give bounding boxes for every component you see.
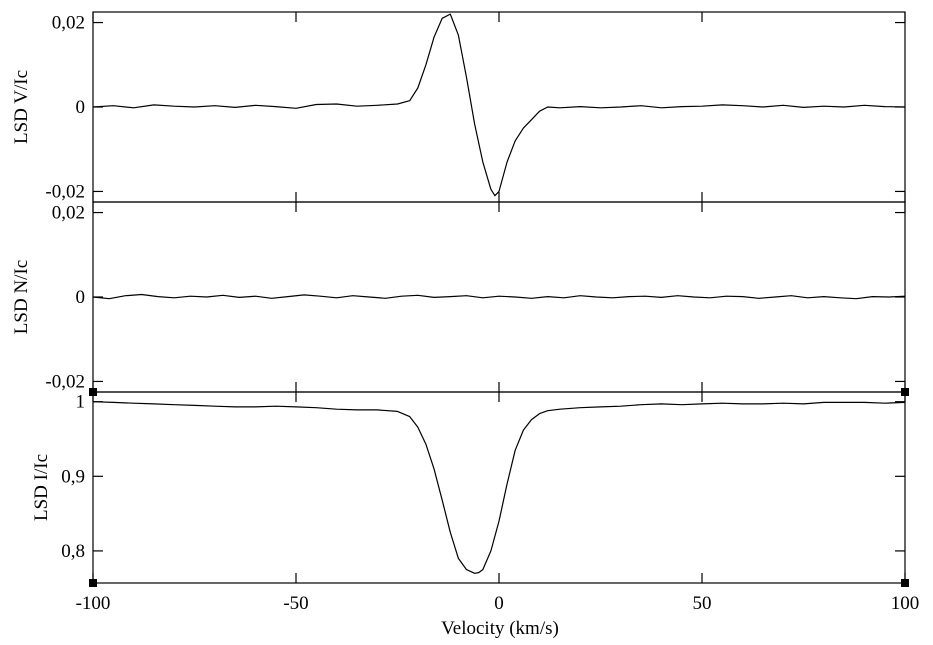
y-tick-label: -0,02 [45,181,85,202]
panel-i: 0,8 0,9 1 LSD I/Ic [31,391,906,584]
y-tick-label: 0,8 [61,541,85,562]
panel-i-frame [92,391,906,584]
panel-n: -0,02 0 0,02 LSD N/Ic [11,201,906,393]
y-tick-label: -0,02 [45,371,85,392]
series-line-i [92,401,906,574]
selection-handle [901,388,909,396]
x-tick-label: 0 [494,593,504,614]
series-line-v [92,13,906,197]
y-tick-label: 0,02 [52,203,85,224]
x-axis-label: Velocity (km/s) [441,618,559,639]
selection-handle [89,388,97,396]
y-tick-label: 0,9 [61,466,85,487]
panel-v: -0,02 0 0,02 LSD V/Ic [11,11,906,203]
x-tick-label: 50 [693,593,712,614]
y-tick-label: 0 [76,287,86,308]
x-tick-label: -100 [76,593,111,614]
selection-handle [901,579,909,587]
x-tick-label: -50 [283,593,308,614]
panel-n-frame [92,201,906,393]
y-tick-label: 0,02 [52,13,85,34]
y-tick-label: 1 [76,392,86,413]
y-axis-label-n: LSD N/Ic [11,260,32,334]
y-axis-label-i: LSD I/Ic [31,454,52,521]
y-axis-label-v: LSD V/Ic [11,70,32,144]
panel-v-frame [92,11,906,203]
x-tick-label: 100 [891,593,920,614]
selection-handle [89,579,97,587]
series-line-n [92,293,906,300]
y-tick-label: 0 [76,97,86,118]
